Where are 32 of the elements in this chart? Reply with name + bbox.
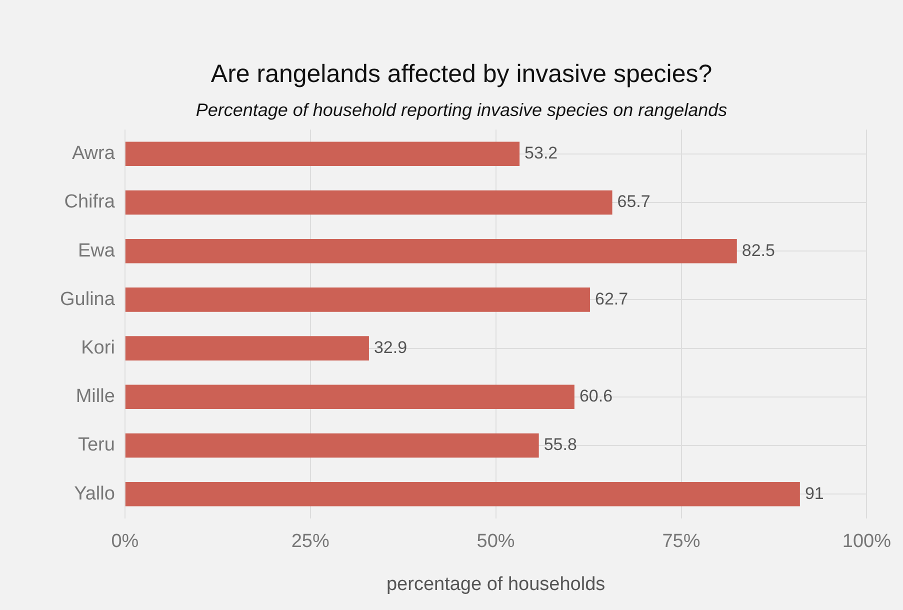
y-tick-label: Teru: [78, 434, 115, 456]
bar: [125, 336, 369, 360]
y-tick-label: Kori: [81, 338, 115, 359]
bar: [125, 238, 737, 264]
x-tick-label: 75%: [662, 531, 700, 552]
y-tick-label: Gulina: [60, 288, 116, 310]
data-label: 55.8: [544, 435, 577, 454]
x-tick-label: 100%: [842, 531, 892, 552]
bar: [125, 433, 539, 458]
y-tick-label: Awra: [72, 143, 116, 164]
bar: [125, 142, 520, 166]
bar: [125, 384, 574, 410]
data-label: 62.7: [595, 289, 628, 308]
y-tick-label: Mille: [76, 386, 115, 408]
chart-subtitle: Percentage of household reporting invasive species on rangelands: [196, 100, 728, 120]
data-label: 82.5: [742, 240, 775, 260]
data-label: 53.2: [524, 144, 558, 163]
x-axis-title: percentage of households: [386, 574, 606, 595]
data-label: 60.6: [579, 386, 613, 406]
data-label: 32.9: [374, 338, 408, 357]
bar: [125, 190, 612, 215]
bar: [125, 482, 800, 506]
y-tick-label: Chifra: [64, 192, 116, 213]
data-label: 91: [804, 484, 824, 503]
x-tick-label: 25%: [291, 531, 330, 552]
y-tick-label: Yallo: [74, 483, 115, 504]
data-label: 65.7: [617, 192, 650, 212]
bar: [125, 288, 590, 312]
y-tick-label: Ewa: [78, 240, 116, 262]
x-tick-label: 0%: [111, 531, 139, 552]
chart-title: Are rangelands affected by invasive species?: [210, 60, 712, 88]
x-tick-label: 50%: [476, 531, 515, 552]
